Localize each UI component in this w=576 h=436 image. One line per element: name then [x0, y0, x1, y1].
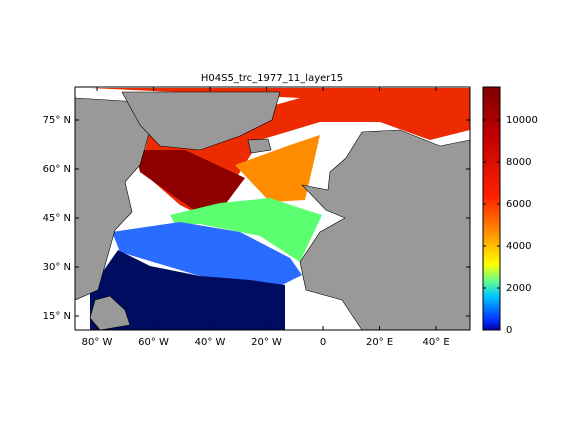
colorbar-tick-label: 2000 [506, 283, 531, 294]
field-navy [90, 250, 285, 330]
x-tick-label: 40° E [422, 337, 449, 348]
x-tick-label: 60° W [138, 337, 169, 348]
map-frame [74, 86, 471, 331]
y-tick-label: 15° N [43, 311, 71, 322]
colorbar-tick-label: 6000 [506, 199, 531, 210]
map-title: H04S5_trc_1977_11_layer15 [201, 73, 343, 84]
ticks: 80° W 60° W 40° W 20° W 0 20° E 40° E 15° N 30° … [43, 87, 538, 348]
land-eurafrica [299, 129, 470, 330]
x-tick-label: 80° W [82, 337, 113, 348]
x-tick-label: 20° W [251, 337, 282, 348]
colorbar-tick-label: 8000 [506, 157, 531, 168]
field-orange [235, 135, 320, 202]
map-field [75, 87, 470, 330]
x-tick-label: 40° W [195, 337, 226, 348]
colorbar-tick-label: 4000 [506, 241, 531, 252]
land-caribbean [89, 295, 131, 330]
y-tick-label: 45° N [43, 213, 71, 224]
field-green [170, 198, 322, 262]
y-tick-label: 75° N [43, 115, 71, 126]
x-tick-label: 20° E [366, 337, 393, 348]
colorbar-tick-label: 0 [506, 325, 512, 336]
colorbar-tick-label: 10000 [506, 115, 538, 126]
land-iceland [247, 138, 272, 154]
y-tick-label: 30° N [43, 262, 71, 273]
x-tick-label: 0 [320, 337, 326, 348]
colorbar [482, 86, 501, 331]
y-tick-label: 60° N [43, 164, 71, 175]
land-greenland [121, 91, 281, 151]
field-blue [112, 222, 302, 286]
